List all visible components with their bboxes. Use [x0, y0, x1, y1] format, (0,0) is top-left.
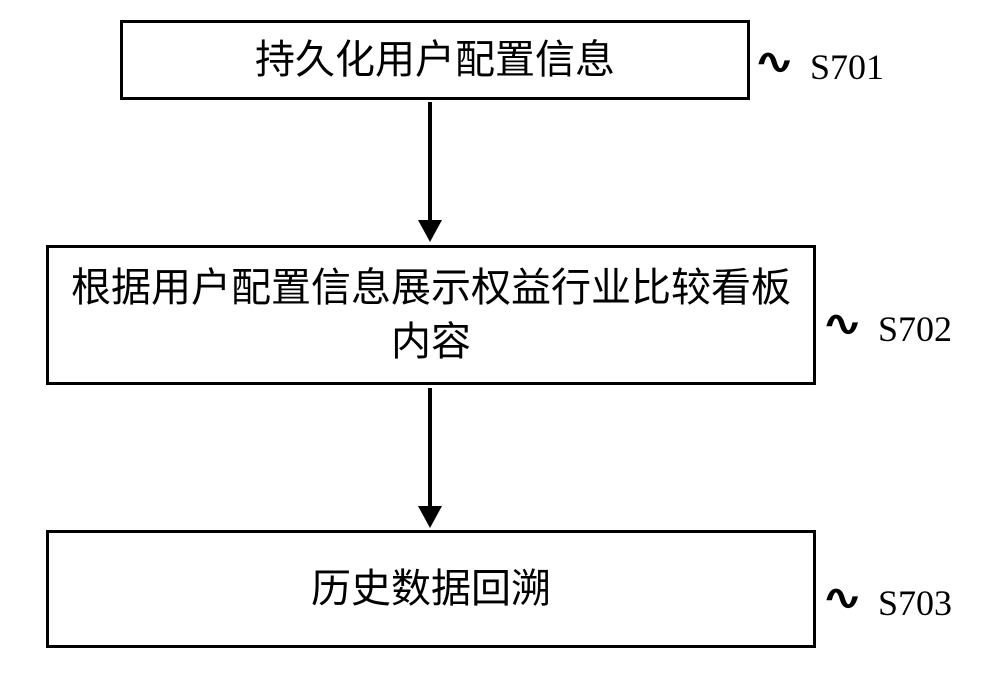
- step-2-label: S702: [878, 308, 952, 350]
- step-1-tilde: ∿: [754, 42, 794, 82]
- arrow-1-line: [428, 102, 432, 222]
- arrow-1-head: [418, 220, 442, 242]
- step-3-tilde: ∿: [822, 578, 862, 618]
- step-1-label: S701: [810, 46, 884, 88]
- flowchart-step-2: 根据用户配置信息展示权益行业比较看板内容: [46, 245, 816, 385]
- flowchart-step-1: 持久化用户配置信息: [120, 20, 750, 100]
- arrow-2-line: [428, 388, 432, 508]
- step-2-text: 根据用户配置信息展示权益行业比较看板内容: [69, 261, 793, 369]
- step-1-text: 持久化用户配置信息: [255, 33, 615, 87]
- step-2-tilde: ∿: [822, 304, 862, 344]
- step-3-text: 历史数据回溯: [311, 562, 551, 616]
- arrow-2-head: [418, 506, 442, 528]
- flowchart-step-3: 历史数据回溯: [46, 530, 816, 648]
- step-3-label: S703: [878, 582, 952, 624]
